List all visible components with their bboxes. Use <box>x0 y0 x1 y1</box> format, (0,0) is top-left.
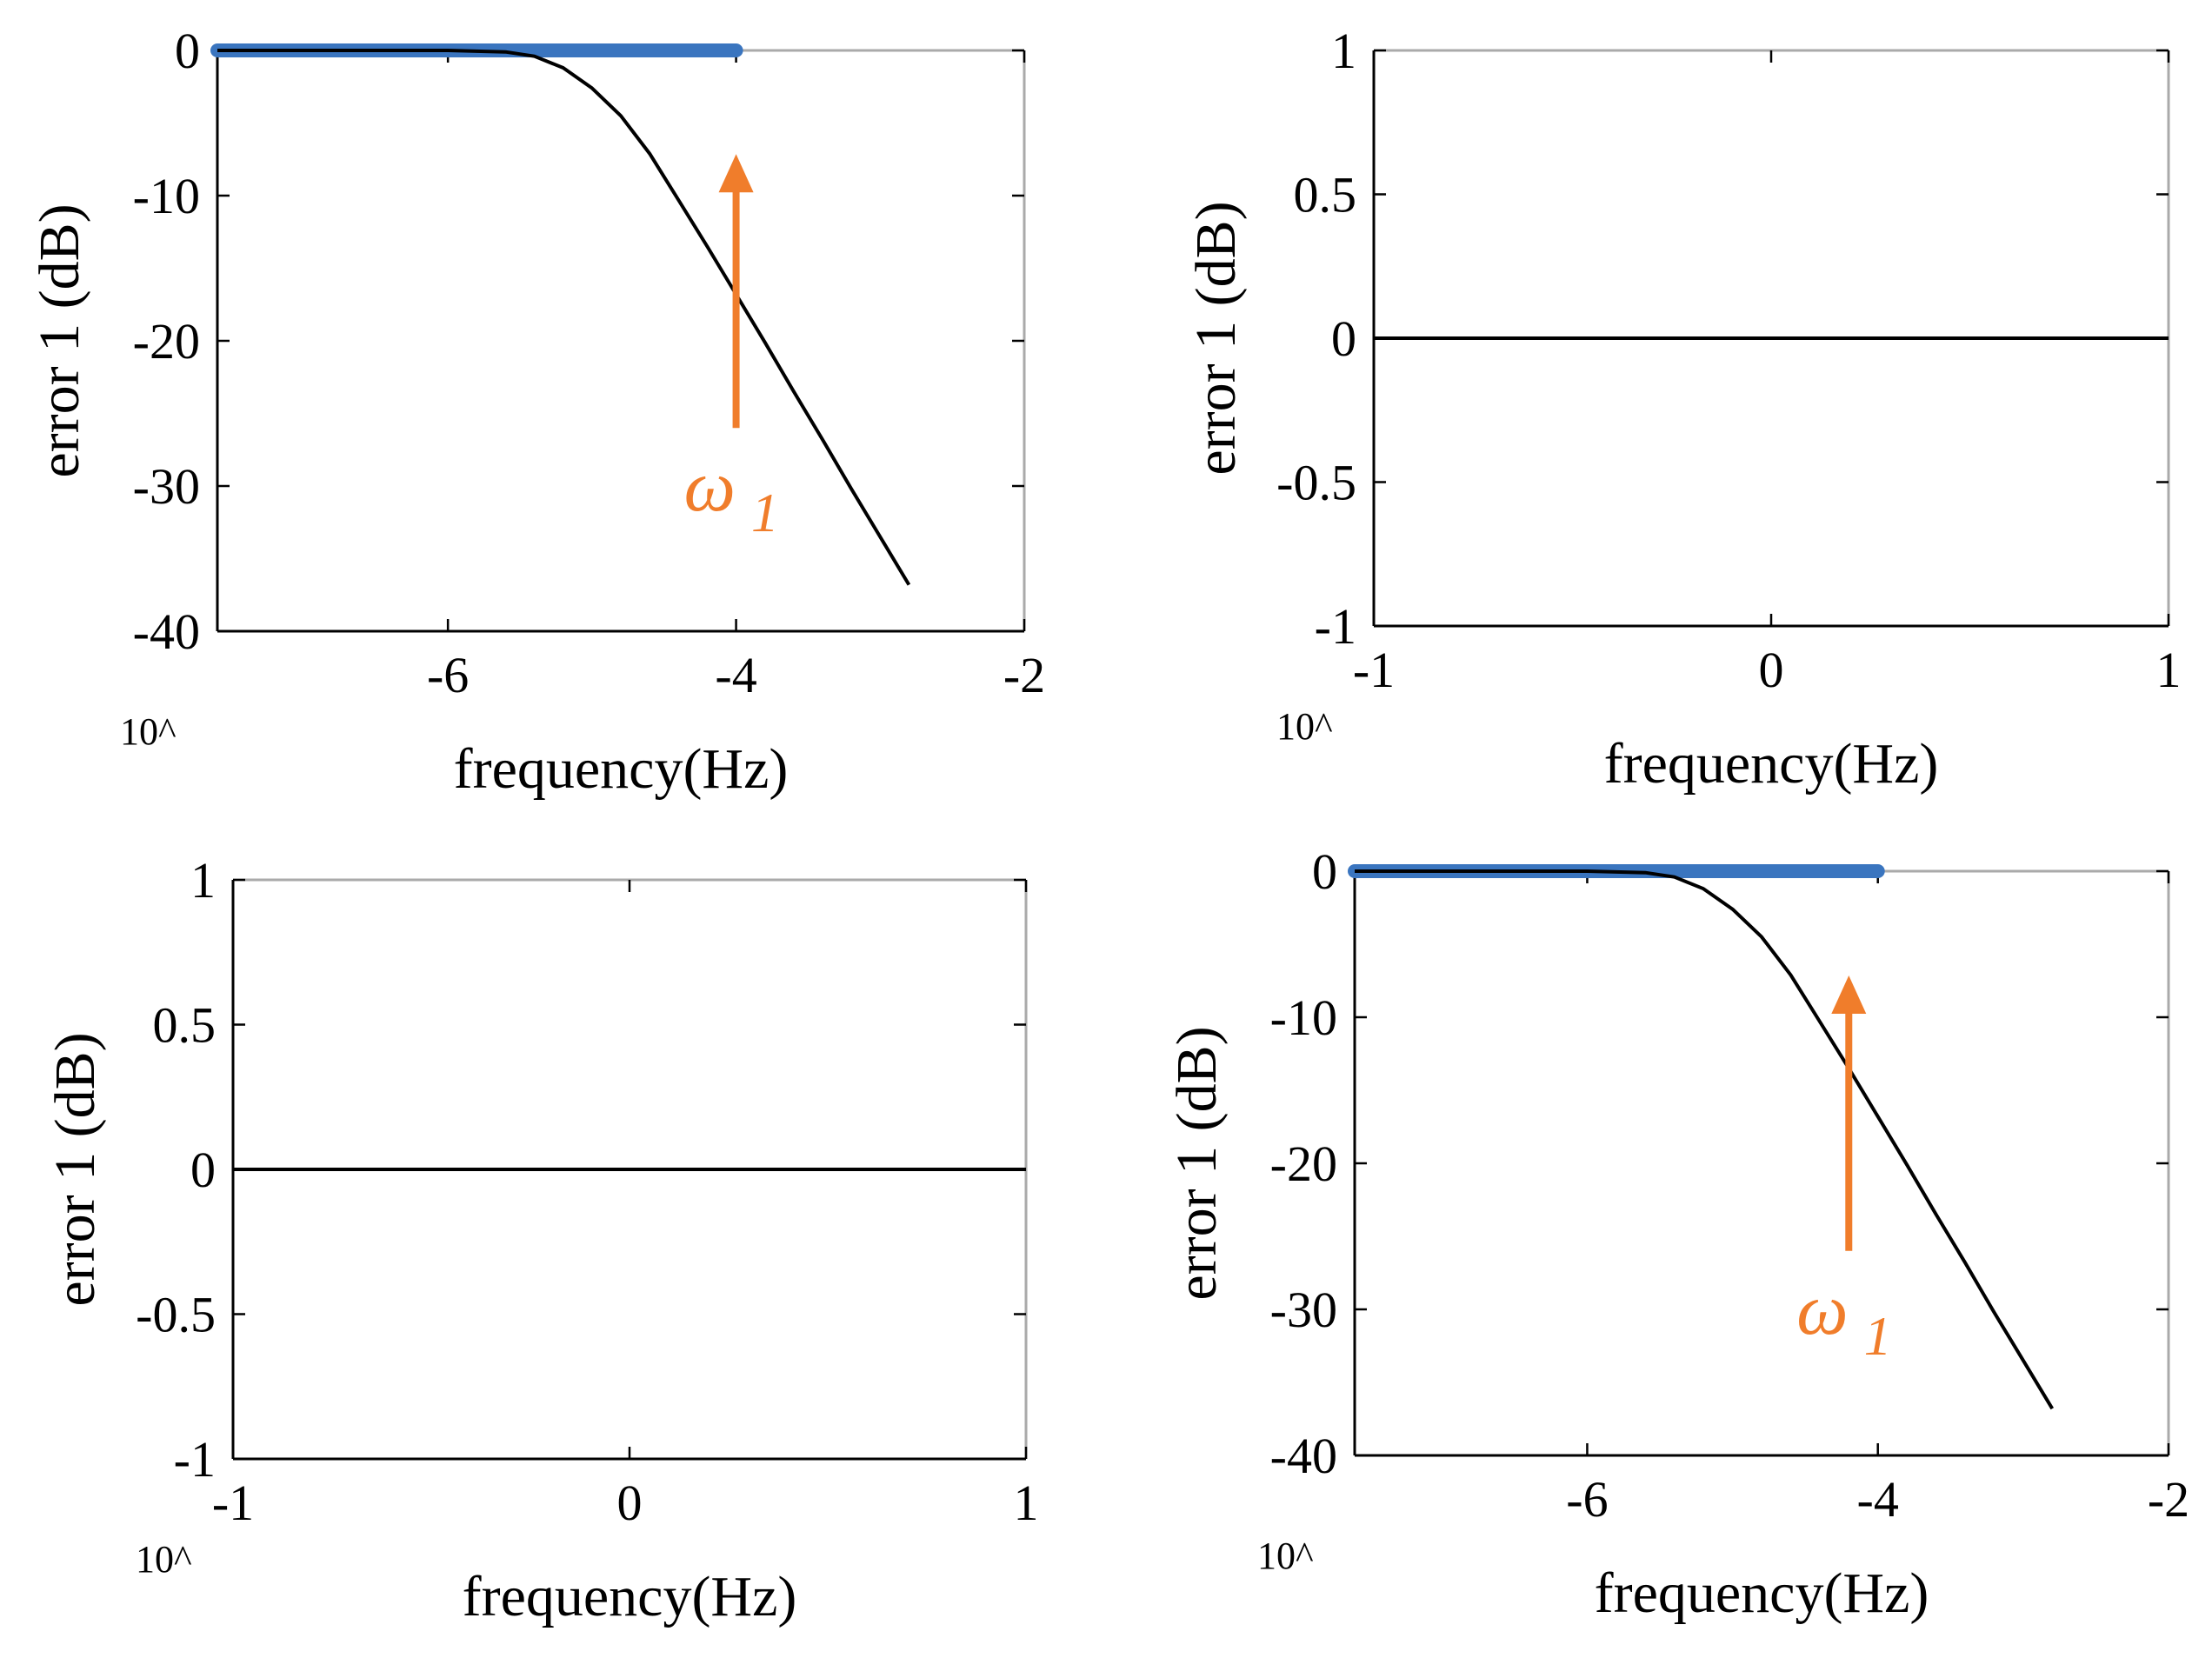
y-tick-label: 0 <box>190 1142 216 1198</box>
y-tick-label: -1 <box>1315 598 1356 655</box>
y-tick-label: -20 <box>133 313 200 370</box>
x-tick-label: 0 <box>1759 642 1784 698</box>
y-tick-label: 1 <box>190 852 216 909</box>
x-exponent-prefix: 10^ <box>1257 1535 1314 1577</box>
annotation-subscript: 1 <box>751 482 779 543</box>
annotation-arrow-head <box>718 154 754 193</box>
x-tick-label: -6 <box>427 647 469 703</box>
x-tick-label: 0 <box>617 1475 643 1531</box>
y-axis-label: error 1 (dB) <box>1165 1026 1229 1300</box>
x-exponent-prefix: 10^ <box>1276 705 1333 748</box>
x-tick-label: -4 <box>1857 1471 1899 1528</box>
x-tick-label: 1 <box>2156 642 2182 698</box>
chart-top-right: 1 0.5 0 -0.5 -1-1 0 1 10^ frequency(Hz) error 1 (… <box>1184 23 2182 796</box>
x-axis-label: frequency(Hz) <box>1604 732 1939 796</box>
y-tick-label: -40 <box>1270 1428 1337 1484</box>
y-tick-label: -0.5 <box>1276 455 1356 511</box>
y-tick-label: 0 <box>1331 310 1356 367</box>
x-tick-label: -2 <box>1003 647 1045 703</box>
y-axis-label: error 1 (dB) <box>28 203 91 477</box>
y-tick-label: 0.5 <box>153 997 217 1054</box>
y-tick-label: -0.5 <box>136 1287 216 1343</box>
x-exponent-prefix: 10^ <box>120 710 177 753</box>
x-tick-label: -1 <box>212 1475 254 1531</box>
x-axis-label: frequency(Hz) <box>1595 1561 1929 1625</box>
y-tick-label: -1 <box>174 1431 216 1488</box>
series-line <box>217 49 911 586</box>
y-tick-label: -40 <box>133 603 200 660</box>
x-axis-label: frequency(Hz) <box>463 1565 797 1628</box>
x-tick-label: -6 <box>1566 1471 1608 1528</box>
chart-top-left: 0 -10 -20 -30 -40 -6 -4 -2 10^ frequency(Hz) error… <box>28 23 1045 801</box>
y-tick-label: 0 <box>1312 843 1337 900</box>
annotation-subscript: 1 <box>1864 1305 1892 1367</box>
x-tick-label: -4 <box>715 647 756 703</box>
chart-bottom-right: 0 -10 -20 -30 -40 -6 -4 -2 10^ frequency(Hz) error… <box>1165 843 2189 1625</box>
x-tick-label: -1 <box>1353 642 1395 698</box>
y-tick-label: -10 <box>133 168 200 224</box>
y-tick-label: -30 <box>133 458 200 515</box>
x-tick-label: 1 <box>1014 1475 1039 1531</box>
x-exponent-prefix: 10^ <box>136 1538 192 1581</box>
y-tick-label: 0 <box>175 23 200 79</box>
y-tick-label: -10 <box>1270 989 1337 1046</box>
y-tick-label: -30 <box>1270 1282 1337 1338</box>
x-axis-label: frequency(Hz) <box>454 737 789 801</box>
y-axis-label: error 1 (dB) <box>43 1032 107 1306</box>
x-tick-label: -2 <box>2148 1471 2189 1528</box>
y-tick-label: 0.5 <box>1294 167 1357 223</box>
y-tick-label: -20 <box>1270 1135 1337 1192</box>
annotation-arrow-head <box>1831 975 1867 1014</box>
chart-bottom-left: 1 0.5 0 -0.5 -1-1 0 1 10^ frequency(Hz) error 1 (… <box>43 852 1039 1628</box>
y-axis-label: error 1 (dB) <box>1184 201 1248 475</box>
series-line <box>1355 869 2055 1410</box>
y-tick-label: 1 <box>1331 23 1356 79</box>
